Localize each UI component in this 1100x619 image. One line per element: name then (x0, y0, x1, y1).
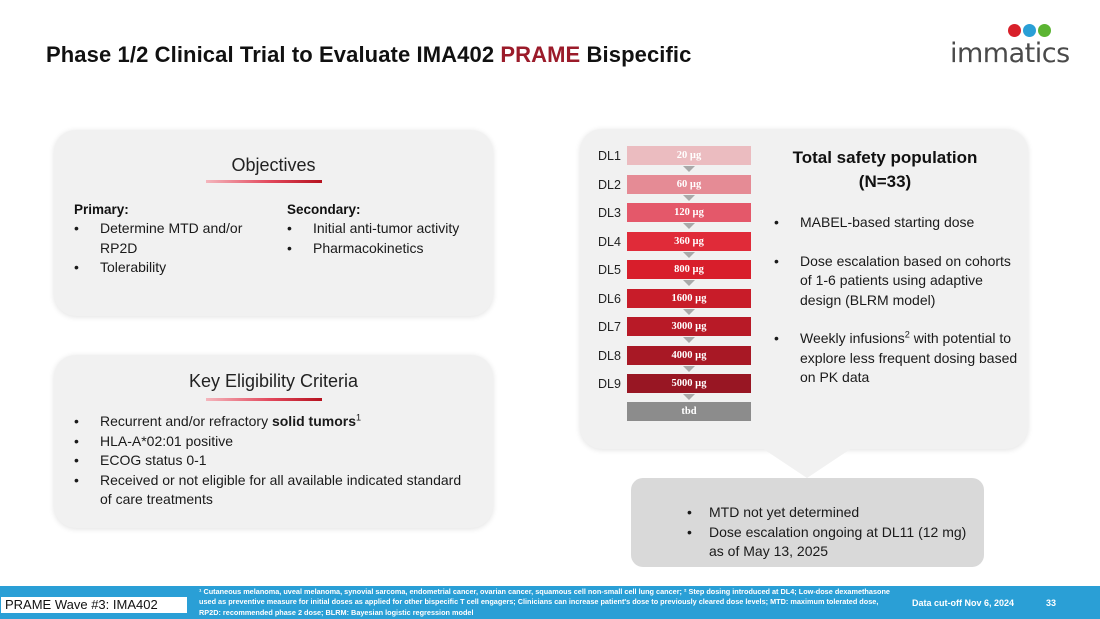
chevron-down-icon (683, 337, 695, 343)
list-item: Recurrent and/or refractory solid tumors… (74, 412, 474, 432)
eligibility-item-bold: solid tumors (271, 413, 356, 429)
list-item: Pharmacokinetics (287, 239, 487, 259)
chevron-down-icon (683, 252, 695, 258)
company-logo: immatics (950, 22, 1070, 72)
eligibility-heading: Key Eligibility Criteria (188, 371, 359, 391)
list-item: Received or not eligible for all availab… (74, 471, 474, 510)
list-item: MABEL-based starting dose (774, 213, 1019, 233)
eligibility-heading-underline (206, 398, 322, 401)
chevron-down-icon (683, 366, 695, 372)
objectives-card: Objectives Primary: Determine MTD and/or… (54, 130, 493, 316)
safety-title-line1: Total safety population (792, 148, 978, 167)
dose-level-label: DL4 (598, 235, 621, 249)
list-item: Weekly infusions2 with potential to expl… (774, 329, 1019, 388)
eligibility-item-prefix: Recurrent and/or refractory (100, 413, 272, 429)
dose-level-label: DL6 (598, 292, 621, 306)
dose-level-tbd-box: tbd (627, 402, 751, 421)
chevron-down-icon (683, 195, 695, 201)
dose-level-label: DL5 (598, 263, 621, 277)
chevron-down-icon (683, 223, 695, 229)
dose-level-box: 5000 µg (627, 374, 751, 393)
eligibility-list: Recurrent and/or refractory solid tumors… (74, 412, 474, 510)
logo-dots (1008, 24, 1051, 37)
primary-list: Determine MTD and/or RP2D Tolerability (74, 219, 274, 278)
safety-list: MABEL-based starting dose Dose escalatio… (774, 213, 1019, 388)
title-accent: PRAME (500, 42, 581, 67)
chevron-down-icon (683, 166, 695, 172)
footnote-marker: 2 (904, 329, 910, 340)
safety-bullet3-suffix: with potential to explore less frequent … (800, 330, 1018, 385)
primary-label: Primary: (74, 202, 129, 217)
footnote-marker: 1 (355, 412, 362, 423)
title-prefix: Phase 1/2 Clinical Trial to Evaluate IMA… (46, 42, 501, 67)
safety-title-line2: (N=33) (858, 172, 912, 191)
dose-level-label: DL8 (598, 349, 621, 363)
dose-level-box: 20 µg (627, 146, 751, 165)
dose-level-label: DL9 (598, 377, 621, 391)
logo-dot-red (1008, 24, 1021, 37)
data-cutoff: Data cut-off Nov 6, 2024 (912, 598, 1015, 608)
list-item: MTD not yet determined (687, 503, 979, 523)
status-note-box: MTD not yet determined Dose escalation o… (631, 478, 984, 567)
callout-pointer (762, 448, 852, 478)
logo-wordmark: immatics (950, 38, 1070, 69)
dose-level-box: 4000 µg (627, 346, 751, 365)
dose-level-box: 360 µg (627, 232, 751, 251)
dose-level-box: 3000 µg (627, 317, 751, 336)
status-note-list: MTD not yet determined Dose escalation o… (687, 503, 979, 562)
logo-dot-blue (1023, 24, 1036, 37)
objectives-heading: Objectives (231, 155, 316, 175)
chevron-down-icon (683, 309, 695, 315)
safety-title: Total safety population (N=33) (760, 146, 1010, 194)
eligibility-card: Key Eligibility Criteria Recurrent and/o… (54, 355, 493, 528)
dose-level-label: DL7 (598, 320, 621, 334)
secondary-list: Initial anti-tumor activity Pharmacokine… (287, 219, 487, 258)
list-item: Determine MTD and/or RP2D (74, 219, 274, 258)
list-item: HLA-A*02:01 positive (74, 432, 474, 452)
chevron-down-icon (683, 280, 695, 286)
secondary-label: Secondary: (287, 202, 361, 217)
page-number: 33 (1046, 598, 1057, 608)
dose-level-box: 60 µg (627, 175, 751, 194)
dose-level-label: DL3 (598, 206, 621, 220)
dose-level-box: 1600 µg (627, 289, 751, 308)
list-item: Dose escalation ongoing at DL11 (12 mg) … (687, 523, 979, 562)
dose-level-label: DL2 (598, 178, 621, 192)
page-title: Phase 1/2 Clinical Trial to Evaluate IMA… (46, 42, 691, 68)
safety-bullet3-prefix: Weekly infusions (800, 330, 905, 346)
dose-level-label: DL1 (598, 149, 621, 163)
objectives-heading-underline (206, 180, 322, 183)
dose-level-box: 800 µg (627, 260, 751, 279)
footnote-text: ¹ Cutaneous melanoma, uveal melanoma, sy… (199, 587, 890, 617)
list-item: ECOG status 0-1 (74, 451, 474, 471)
list-item: Initial anti-tumor activity (287, 219, 487, 239)
list-item: Dose escalation based on cohorts of 1-6 … (774, 252, 1019, 311)
logo-dot-green (1038, 24, 1051, 37)
title-suffix: Bispecific (580, 42, 692, 67)
section-tag: PRAME Wave #3: IMA402 (0, 596, 188, 614)
chevron-down-icon (683, 394, 695, 400)
list-item: Tolerability (74, 258, 274, 278)
dose-level-box: 120 µg (627, 203, 751, 222)
